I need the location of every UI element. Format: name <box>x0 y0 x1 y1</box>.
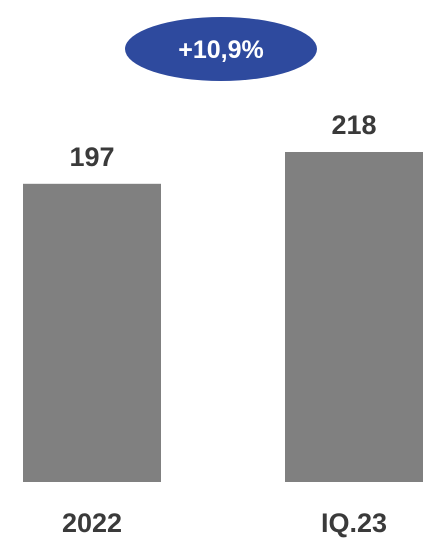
growth-badge: +10,9% <box>125 17 317 81</box>
data-label-iq-23: 218 <box>331 110 376 140</box>
value-labels-group: 197 218 <box>69 110 376 172</box>
category-labels-group: 2022 IQ.23 <box>62 508 387 538</box>
data-label-2022: 197 <box>69 142 114 172</box>
bar-iq-23 <box>285 152 423 482</box>
bars-group <box>23 152 423 483</box>
bar-2022 <box>23 183 161 483</box>
category-label-2022: 2022 <box>62 508 122 538</box>
growth-badge-text: +10,9% <box>178 36 264 64</box>
category-label-iq-23: IQ.23 <box>321 508 387 538</box>
growth-badge-shape <box>125 17 317 81</box>
